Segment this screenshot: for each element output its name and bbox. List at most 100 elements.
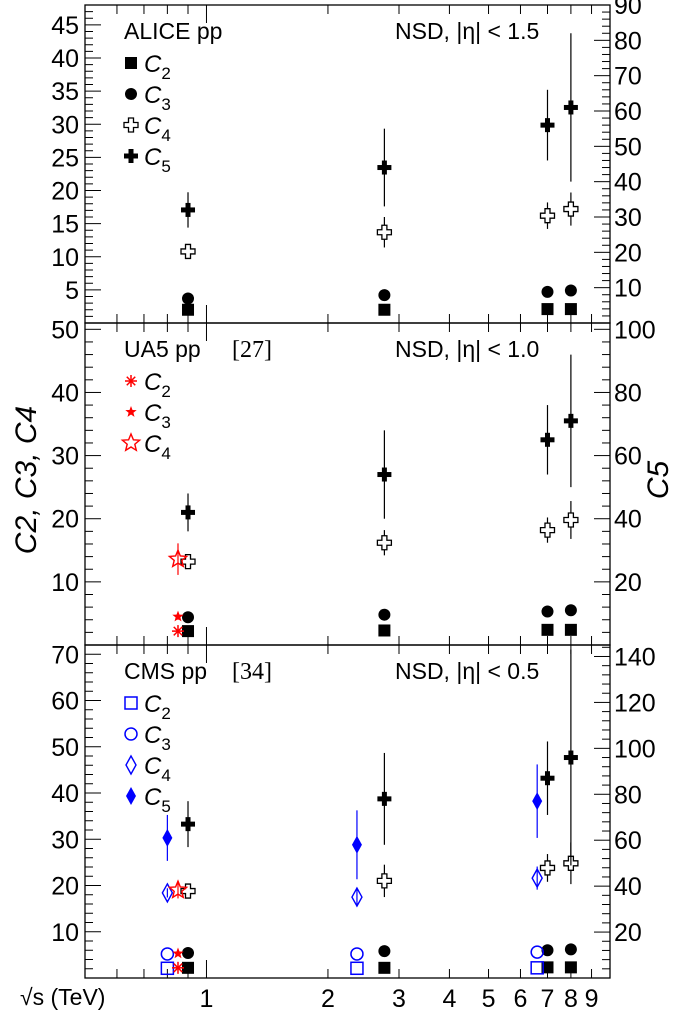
data-point: [378, 961, 391, 974]
panel-selection: NSD, |η| < 1.5: [395, 18, 539, 44]
panels-layer: 5 10 15 20 25 30 35 40 45 10 20 30 40 50 60 70 80 90 ALICE…: [51, 0, 656, 979]
data-point: [541, 285, 554, 298]
left-y-tick-label: 5: [65, 277, 79, 305]
panel-cms: 10 20 30 40 50 60 70 20 40 60 80 100 120 140 CMS pp [34…: [51, 641, 656, 979]
right-y-tick-label: 80: [614, 379, 642, 407]
series-c5: [181, 33, 578, 228]
data-point: [541, 605, 554, 618]
data-point: [181, 505, 196, 520]
right-y-tick-label: 60: [614, 443, 642, 471]
data-point: [171, 625, 184, 638]
data-point: [351, 886, 363, 908]
y-axis-labels: C2, C3, C4 C5: [10, 406, 675, 554]
panel-experiment-label: UA5 pp: [124, 336, 201, 362]
data-point: [171, 961, 184, 974]
data-point: [530, 961, 544, 975]
data-point: [350, 947, 364, 961]
left-y-tick-label: 40: [51, 780, 79, 808]
x-tick-label: 1: [200, 985, 214, 1013]
panel-frame: [84, 322, 611, 646]
right-y-tick-label: 30: [614, 204, 642, 232]
left-y-tick-label: 30: [51, 443, 79, 471]
data-point: [541, 303, 554, 316]
right-y-tick-label: 120: [614, 689, 656, 717]
x-tick-label: 6: [514, 985, 528, 1013]
legend-marker: [124, 696, 138, 710]
data-point: [351, 835, 362, 854]
data-point: [564, 961, 577, 974]
left-y-tick-label: 20: [51, 506, 79, 534]
data-point: [539, 860, 556, 876]
right-y-tick-label: 20: [614, 569, 642, 597]
data-point: [378, 624, 391, 637]
data-point: [530, 945, 544, 959]
series-c2: [182, 623, 577, 638]
left-y-tick-label: 25: [51, 144, 79, 172]
series-c4-ua5-: [167, 543, 189, 575]
data-point: [172, 610, 184, 622]
x-tick-label: 8: [564, 985, 578, 1013]
right-y-tick-label: 70: [614, 63, 642, 91]
data-point: [182, 611, 195, 624]
data-point: [540, 118, 555, 133]
right-y-tick-label: 40: [614, 873, 642, 901]
series-c3: [182, 284, 577, 305]
legend-label: C3: [144, 400, 171, 432]
left-y-tick-label: 10: [51, 919, 79, 947]
data-point: [172, 947, 184, 959]
legend-label: C3: [144, 722, 171, 754]
left-y-tick-label: 40: [51, 379, 79, 407]
x-axis-label: √s (TeV): [20, 984, 105, 1010]
series-c2-ua5-: [171, 625, 184, 638]
legend-marker: [125, 406, 137, 417]
right-y-axis-label: C5: [642, 461, 675, 500]
data-point: [563, 100, 578, 115]
legend-label: C2: [144, 691, 171, 723]
data-point: [563, 750, 578, 765]
data-point: [161, 882, 174, 904]
right-y-tick-label: 20: [614, 919, 642, 947]
legend-marker: [125, 57, 137, 69]
data-point: [180, 554, 196, 570]
data-point: [564, 943, 577, 956]
data-point: [350, 961, 364, 976]
data-point: [541, 944, 554, 957]
data-point: [182, 292, 195, 305]
right-y-tick-label: 100: [614, 316, 656, 344]
right-y-tick-label: 80: [614, 27, 642, 55]
data-point: [180, 243, 196, 260]
legend-marker: [120, 432, 142, 452]
right-y-tick-label: 40: [614, 169, 642, 197]
panel-selection: NSD, |η| < 0.5: [395, 658, 539, 684]
left-y-tick-label: 40: [51, 45, 79, 73]
data-point: [541, 623, 554, 636]
data-point: [564, 303, 577, 316]
x-tick-label: 4: [442, 985, 456, 1013]
legend-label: C2: [144, 369, 171, 401]
left-y-tick-label: 20: [51, 178, 79, 206]
x-tick-label: 9: [585, 985, 599, 1013]
data-point: [377, 467, 392, 482]
right-y-tick-label: 20: [614, 239, 642, 267]
left-y-tick-label: 30: [51, 826, 79, 854]
left-y-tick-label: 15: [51, 211, 79, 239]
legend-marker: [123, 117, 139, 133]
data-point: [162, 828, 173, 847]
left-y-tick-label: 30: [51, 111, 79, 139]
data-point: [564, 284, 577, 297]
left-y-tick-label: 70: [51, 641, 79, 669]
data-point: [160, 947, 175, 961]
data-point: [377, 791, 392, 806]
legend-label: C3: [144, 82, 171, 114]
data-point: [540, 771, 555, 786]
right-y-tick-label: 140: [614, 643, 656, 671]
series-c4: [180, 192, 579, 260]
series-c5-cms-: [162, 764, 543, 880]
panel-reference: [27]: [232, 337, 272, 363]
data-point: [539, 208, 556, 224]
legend-marker: [125, 375, 137, 387]
left-y-tick-label: 10: [51, 569, 79, 597]
legend-label: C2: [144, 51, 171, 83]
